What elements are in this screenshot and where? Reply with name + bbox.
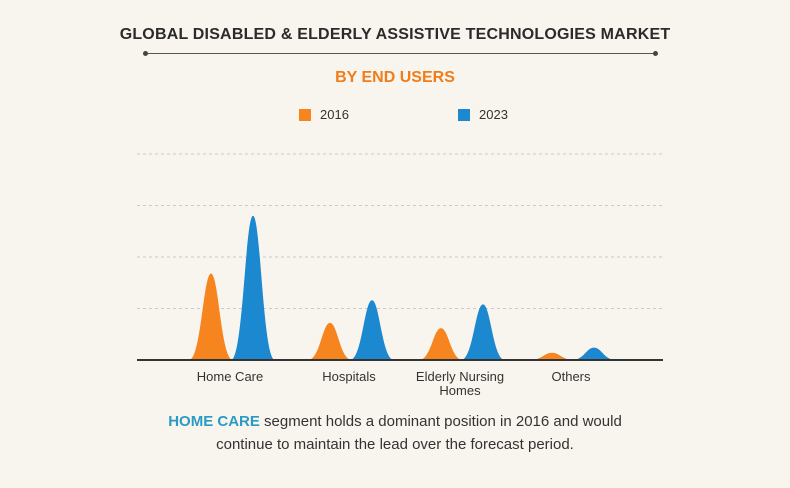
chart-title: GLOBAL DISABLED & ELDERLY ASSISTIVE TECH… — [119, 26, 671, 43]
footer-caption: HOME CARE segment holds a dominant posit… — [0, 410, 790, 456]
peak-2016-0 — [189, 273, 233, 360]
peak-2016-1 — [308, 322, 352, 360]
legend-label-2023: 2023 — [479, 107, 508, 122]
peak-2023-0 — [231, 215, 275, 360]
divider-dot-left — [143, 51, 148, 56]
x-tick-label: Others — [551, 369, 591, 384]
peak-2023-2 — [461, 304, 505, 360]
peak-2023-1 — [350, 300, 394, 360]
footer-line-2: continue to maintain the lead over the f… — [216, 436, 574, 453]
legend-item-2016: 2016 — [299, 107, 349, 122]
footer-line-1: segment holds a dominant position in 201… — [259, 413, 622, 430]
title-divider — [143, 51, 658, 56]
peak-2016-2 — [419, 328, 463, 360]
chart-subtitle: BY END USERS — [335, 69, 455, 86]
peak-2023-3 — [572, 347, 616, 360]
x-tick-label: Hospitals — [322, 369, 376, 384]
legend-label-2016: 2016 — [320, 107, 349, 122]
legend-item-2023: 2023 — [458, 107, 508, 122]
x-tick-label: Home Care — [197, 369, 263, 384]
x-tick-label: Elderly Nursing — [416, 369, 504, 384]
footer-highlight: HOME CARE — [168, 413, 260, 430]
legend-swatch-2023 — [458, 108, 470, 121]
x-tick-label: Homes — [439, 383, 481, 398]
divider-dot-right — [653, 51, 658, 56]
peak-2016-3 — [530, 352, 574, 360]
legend-swatch-2016 — [299, 108, 311, 121]
